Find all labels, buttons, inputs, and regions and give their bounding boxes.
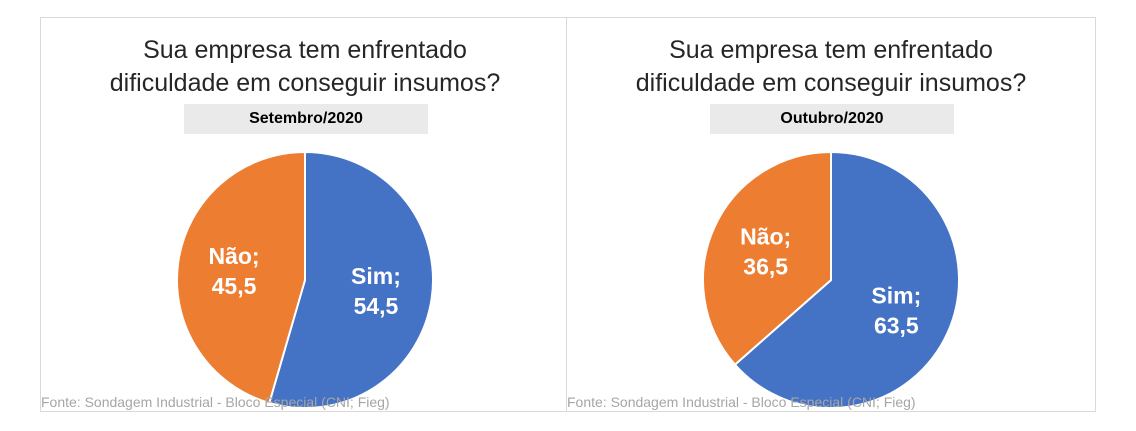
source-note: Fonte: Sondagem Industrial - Bloco Espec…: [41, 394, 390, 410]
data-label-value: 36,5: [743, 254, 788, 280]
pie-slice-nao: [702, 150, 832, 367]
pie-chart: Sim; 54,5 Não; 45,5: [176, 150, 434, 409]
pie-slice-sim: [733, 150, 960, 409]
data-label-nao: Não; 45,5: [208, 243, 259, 299]
data-label-nao: Não; 36,5: [740, 224, 791, 280]
data-label-sim: Sim; 63,5: [871, 282, 921, 338]
data-label-sim: Sim; 54,5: [351, 263, 401, 319]
source-note: Fonte: Sondagem Industrial - Bloco Espec…: [567, 394, 916, 410]
data-label-value: 54,5: [354, 293, 399, 319]
data-label-category: Não;: [740, 224, 791, 250]
chart-title-line-1: Sua empresa tem enfrentado: [143, 36, 467, 64]
data-label-category: Sim;: [871, 282, 921, 308]
data-label-value: 45,5: [212, 273, 257, 299]
data-label-category: Sim;: [351, 263, 401, 289]
chart-panel-outubro: Sua empresa tem enfrentado dificuldade e…: [566, 17, 1096, 412]
chart-title-line-2: dificuldade em conseguir insumos?: [109, 69, 501, 97]
pie-slice-sim: [268, 150, 434, 409]
period-label: Outubro/2020: [710, 104, 954, 134]
data-label-category: Não;: [208, 243, 259, 269]
data-label-value: 63,5: [874, 312, 919, 338]
period-label: Setembro/2020: [184, 104, 428, 134]
chart-panel-setembro: Sua empresa tem enfrentado dificuldade e…: [40, 17, 570, 412]
pie-chart: Sim; 63,5 Não; 36,5: [702, 150, 960, 409]
chart-title-line-1: Sua empresa tem enfrentado: [669, 36, 993, 64]
pie-slice-nao: [176, 150, 306, 405]
chart-title-line-2: dificuldade em conseguir insumos?: [635, 69, 1027, 97]
